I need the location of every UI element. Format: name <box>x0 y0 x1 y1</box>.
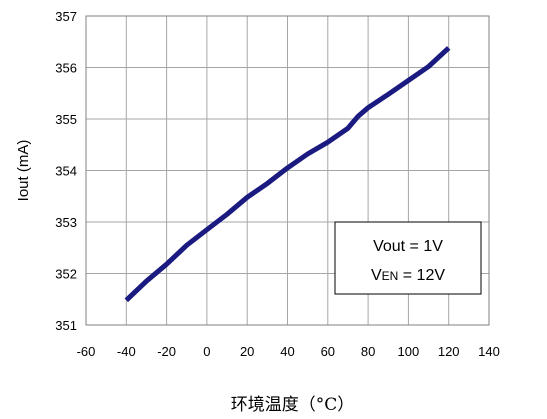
x-tick-label: 140 <box>478 344 500 359</box>
condition-ven-subscript: EN <box>382 269 399 283</box>
y-tick-label: 353 <box>55 215 77 230</box>
series-line <box>124 46 451 303</box>
x-tick-label: 60 <box>321 344 335 359</box>
x-axis-title: 环境温度（°C） <box>231 395 355 415</box>
y-tick-label: 352 <box>55 267 77 282</box>
y-tick-label: 355 <box>55 112 77 127</box>
x-tick-label: 120 <box>438 344 460 359</box>
y-tick-label: 356 <box>55 61 77 76</box>
series-layer <box>124 46 451 303</box>
condition-box-frame <box>334 221 482 295</box>
condition-ven: VEN = 12V <box>371 267 445 284</box>
condition-ven-rest: = 12V <box>398 267 445 284</box>
x-tick-labels: -60 -40 -20 0 20 40 60 80 100 120 140 <box>77 344 500 359</box>
y-tick-label: 354 <box>55 164 77 179</box>
x-tick-label: 40 <box>280 344 294 359</box>
x-tick-label: -20 <box>157 344 176 359</box>
y-tick-labels: 351 352 353 354 355 356 357 <box>55 9 77 333</box>
x-tick-label: 80 <box>361 344 375 359</box>
x-tick-label: -60 <box>77 344 96 359</box>
x-tick-label: -40 <box>117 344 136 359</box>
x-tick-label: 0 <box>203 344 210 359</box>
x-tick-label: 20 <box>240 344 254 359</box>
y-tick-label: 357 <box>55 9 77 24</box>
y-tick-label: 351 <box>55 318 77 333</box>
condition-vout: Vout = 1V <box>373 238 443 255</box>
plot-area-frame <box>85 15 490 326</box>
condition-box: Vout = 1V VEN = 12V <box>334 221 482 295</box>
y-axis-title: Iout (mA) <box>15 140 32 202</box>
x-tick-label: 100 <box>398 344 420 359</box>
condition-ven-main: V <box>371 267 382 284</box>
